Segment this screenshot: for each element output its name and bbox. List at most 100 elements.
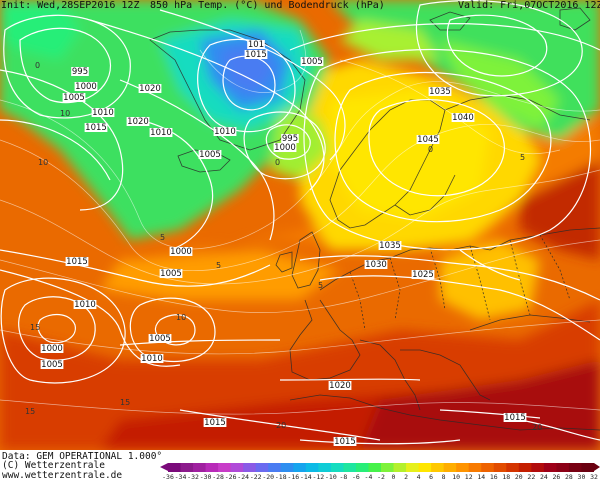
legend-swatch (506, 463, 520, 472)
pressure-label: 1015 (204, 418, 226, 428)
pressure-label-bg (281, 134, 299, 143)
legend-tick-label: 24 (539, 473, 548, 481)
pressure-label: 1000 (41, 344, 63, 354)
isotherm-label: 0 (275, 158, 280, 167)
legend-swatch (205, 463, 219, 472)
pressure-label-bg (333, 437, 357, 446)
legend-swatch (318, 463, 332, 472)
legend-tick-label: 10 (452, 473, 461, 481)
pressure-label-bg (62, 93, 86, 102)
pressure-label-bg (91, 108, 115, 117)
pressure-label: 1010 (141, 354, 163, 364)
isotherm-label: 5 (160, 233, 165, 242)
legend-tick-label: 32 (590, 473, 598, 481)
pressure-label-bg (503, 413, 527, 422)
data-source: Data: GEM OPERATIONAL 1.000° (2, 451, 163, 462)
isotherm-label: 15 (30, 323, 40, 332)
pressure-label: 1010 (150, 128, 172, 138)
isotherm-label: 15 (120, 398, 130, 407)
pressure-label-bg (40, 344, 64, 353)
legend-swatch (418, 463, 432, 472)
pressure-label-bg (451, 113, 475, 122)
pressure-label-bg (428, 87, 452, 96)
legend-swatch (406, 463, 420, 472)
pressure-label: 1015 (85, 123, 107, 133)
legend-swatch (543, 463, 557, 472)
legend-swatch (443, 463, 457, 472)
legend-swatch (368, 463, 382, 472)
legend-swatch (481, 463, 495, 472)
pressure-label-bg (84, 123, 108, 132)
legend-arrow-right (594, 463, 600, 471)
pressure-label-bg (411, 270, 435, 279)
legend-tick-label: 28 (565, 473, 573, 481)
pressure-label: 1005 (301, 57, 323, 67)
legend-ticks: -36 -34 -32 -30 -28 -26 -24 -22 -20 -18 -16 -14 -12-… (162, 473, 598, 482)
legend-swatch (518, 463, 532, 472)
legend-swatch (493, 463, 507, 472)
legend-tick-label: -12 (312, 473, 325, 481)
pressure-label: 1010 (74, 300, 96, 310)
pressure-label: 1010 (214, 127, 236, 137)
pressure-label-bg (74, 82, 98, 91)
pressure-label: 1000 (274, 143, 296, 153)
legend-tick-label: 16 (489, 473, 498, 481)
legend-tick-label: -10 (325, 473, 337, 481)
pressure-label: 1010 (92, 108, 114, 118)
pressure-label: 1000 (170, 247, 192, 257)
pressure-label: 1015 (334, 437, 356, 447)
isotherm-label: 0 (35, 61, 40, 70)
legend-tick-label: -30 (199, 473, 212, 481)
pressure-label-bg (273, 143, 297, 152)
color-legend (168, 463, 594, 472)
pressure-label-bg (300, 57, 324, 66)
legend-tick-label: 6 (429, 473, 434, 481)
legend-swatch (456, 463, 470, 472)
legend-tick-label: -18 (274, 473, 287, 481)
legend-swatch (280, 463, 294, 472)
pressure-label: 1005 (199, 150, 221, 160)
legend-tick-label: -20 (262, 473, 275, 481)
legend-swatch (330, 463, 344, 472)
legend-tick-label: -28 (212, 473, 224, 481)
pressure-label-bg (126, 117, 150, 126)
pressure-label: 1035 (429, 87, 451, 97)
legend-tick-label: -2 (377, 473, 385, 481)
pressure-label: 1040 (452, 113, 474, 123)
legend-swatch (393, 463, 407, 472)
pressure-label-bg (73, 300, 97, 309)
legend-swatch (531, 463, 545, 472)
isotherm-label: 5 (216, 261, 221, 270)
pressure-label-bg (378, 241, 402, 250)
pressure-label: 995 (72, 67, 88, 77)
isobar-lines (0, 0, 600, 445)
legend-tick-label: -26 (224, 473, 237, 481)
legend-arrow-left (160, 463, 168, 471)
isotherm-label: 0 (428, 145, 433, 154)
pressure-label: 1035 (379, 241, 401, 251)
legend-swatch (381, 463, 395, 472)
legend-tick-label: -24 (237, 473, 250, 481)
legend-tick-label: 26 (552, 473, 561, 481)
legend-tick-label: -16 (287, 473, 300, 481)
legend-swatch (168, 463, 182, 472)
isotherm-label: 10 (38, 158, 48, 167)
legend-tick-label: 14 (477, 473, 486, 481)
legend-tick-label: -4 (364, 473, 373, 481)
legend-swatch (431, 463, 445, 472)
legend-tick-label: -8 (339, 473, 348, 481)
pressure-label-bg (247, 40, 265, 49)
isotherm-label: 15 (25, 407, 35, 416)
website-link[interactable]: www.wetterzentrale.de (2, 470, 123, 481)
pressure-label: 1020 (139, 84, 161, 94)
pressure-label: 1015 (504, 413, 526, 423)
legend-swatch (193, 463, 207, 472)
temperature-field (0, 0, 600, 450)
pressure-label: 1020 (329, 381, 351, 391)
pressure-label-bg (203, 418, 227, 427)
pressure-label: 1005 (149, 334, 171, 344)
pressure-label: 1005 (63, 93, 85, 103)
pressure-label-bg (140, 354, 164, 363)
pressure-label: 1025 (412, 270, 434, 280)
pressure-label: 1030 (365, 260, 387, 270)
